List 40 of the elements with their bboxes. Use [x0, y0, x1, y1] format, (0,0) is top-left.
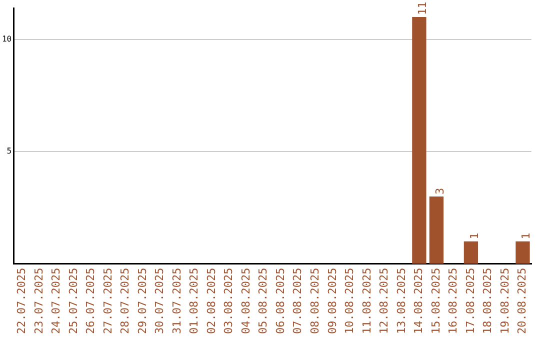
x-tick-label: 12.08.2025: [378, 268, 391, 334]
bar: [412, 16, 426, 264]
x-tick-label: 10.08.2025: [343, 268, 356, 334]
x-tick-label: 04.08.2025: [239, 268, 252, 334]
y-tick-label: 5: [6, 146, 12, 156]
x-tick-label: 05.08.2025: [256, 268, 270, 334]
x-tick-label: 28.07.2025: [118, 268, 132, 334]
x-tick-label: 17.08.2025: [464, 268, 477, 334]
x-tick-label: 07.08.2025: [291, 268, 304, 334]
x-tick-label: 20.08.2025: [516, 268, 529, 334]
x-tick-label: 13.08.2025: [394, 268, 408, 334]
x-tick-label: 03.08.2025: [222, 268, 236, 334]
x-tick-label: 15.08.2025: [429, 268, 442, 334]
x-tick-label: 22.07.2025: [15, 268, 28, 334]
data-label: 1: [520, 232, 533, 240]
data-label: 11: [416, 2, 430, 15]
x-tick-label: 11.08.2025: [360, 268, 374, 334]
x-tick-label: 31.07.2025: [170, 268, 184, 334]
x-tick-label: 02.08.2025: [204, 268, 218, 334]
x-tick-label: 24.07.2025: [50, 268, 63, 334]
y-tick-label: 10: [2, 34, 12, 44]
data-label: 3: [433, 188, 446, 194]
x-tick-label: 29.07.2025: [136, 268, 149, 334]
x-tick-label: 23.07.2025: [32, 268, 46, 334]
x-tick-label: 30.07.2025: [153, 268, 166, 334]
x-tick-label: 19.08.2025: [498, 268, 512, 334]
x-tick-label: 06.08.2025: [274, 268, 287, 334]
x-tick-label: 09.08.2025: [326, 268, 339, 334]
x-tick-label: 18.08.2025: [481, 268, 494, 334]
bar: [516, 241, 530, 264]
data-label: 1: [468, 232, 481, 240]
x-tick-label: 27.07.2025: [101, 268, 114, 334]
x-tick-label: 25.07.2025: [66, 268, 80, 334]
x-tick-label: 08.08.2025: [308, 268, 322, 334]
x-tick-label: 14.08.2025: [412, 268, 426, 334]
x-tick-label: 26.07.2025: [84, 268, 98, 334]
x-tick-label: 16.08.2025: [446, 268, 460, 334]
bar: [464, 241, 478, 264]
x-tick-label: 01.08.2025: [188, 268, 201, 334]
bar: [429, 196, 444, 264]
